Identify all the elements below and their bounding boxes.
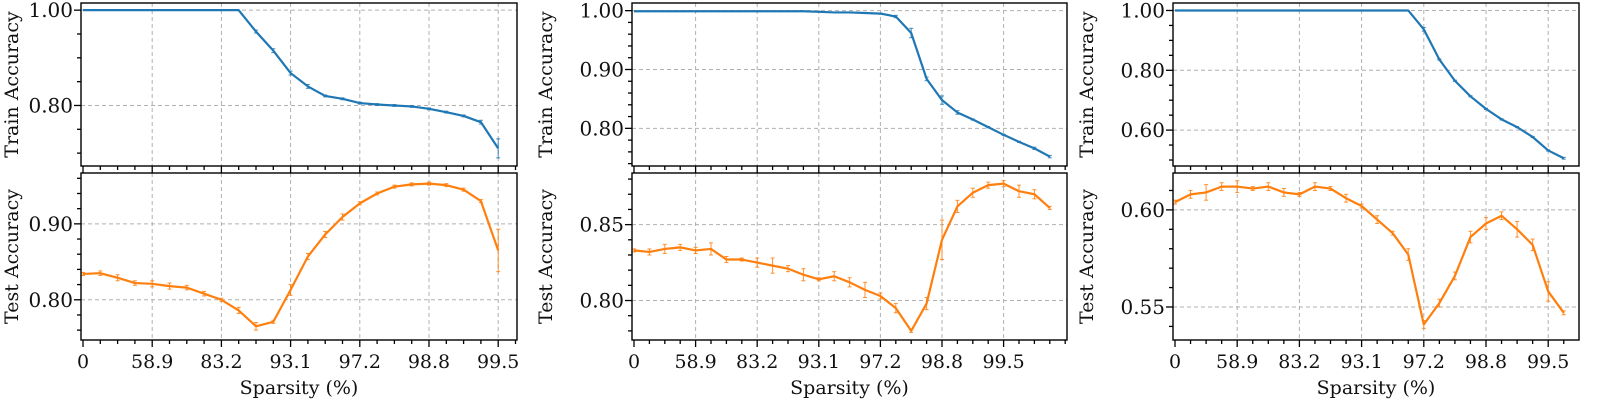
x-axis-label: Sparsity (%) bbox=[1317, 377, 1436, 399]
y-axis-label: Train Accuracy bbox=[1, 11, 23, 158]
x-tick-label: 0 bbox=[1169, 351, 1181, 373]
test-accuracy-subplot: 0.60 0.55 Test Accuracy 0 58.9 83.2 93.1 97.2 98… bbox=[1076, 172, 1580, 399]
x-tick-label: 98.8 bbox=[408, 351, 450, 373]
train-series-line bbox=[83, 9, 500, 149]
plot-frame bbox=[1172, 172, 1580, 341]
x-tick-label: 83.2 bbox=[1278, 351, 1320, 373]
y-axis-label: Test Accuracy bbox=[535, 189, 557, 324]
x-tick-label: 98.8 bbox=[921, 351, 963, 373]
y-tick-label: 0.85 bbox=[579, 213, 624, 237]
x-tick-label: 83.2 bbox=[200, 351, 242, 373]
x-tick-label: 93.1 bbox=[1340, 351, 1382, 373]
y-tick-label: 1.00 bbox=[28, 0, 73, 22]
x-tick-label: 98.8 bbox=[1465, 351, 1507, 373]
x-tick-label: 97.2 bbox=[339, 351, 381, 373]
y-tick-label: 0.90 bbox=[28, 212, 73, 236]
y-tick-label: 0.60 bbox=[1120, 198, 1165, 222]
y-tick-label: 0.80 bbox=[28, 93, 73, 117]
x-tick-label: 99.5 bbox=[1527, 351, 1569, 373]
x-tick-label: 58.9 bbox=[1216, 351, 1258, 373]
test-accuracy-subplot: 0.85 0.80 Test Accuracy 0 58.9 83.2 93.1 97.2 98… bbox=[535, 172, 1068, 399]
x-tick-label: 97.2 bbox=[1403, 351, 1445, 373]
x-axis-label: Sparsity (%) bbox=[240, 377, 359, 399]
y-axis-label: Test Accuracy bbox=[1076, 189, 1098, 324]
plot-frame bbox=[1172, 2, 1580, 167]
x-tick-label: 99.5 bbox=[477, 351, 519, 373]
train-series-line bbox=[1175, 9, 1565, 160]
test-series-line bbox=[82, 182, 500, 328]
y-tick-label: 0.55 bbox=[1120, 295, 1165, 319]
x-tick-label: 83.2 bbox=[736, 351, 778, 373]
plot-frame bbox=[631, 172, 1068, 341]
y-tick-label: 0.80 bbox=[579, 289, 624, 313]
x-axis-label: Sparsity (%) bbox=[790, 377, 909, 399]
x-tick-label: 58.9 bbox=[131, 351, 173, 373]
y-tick-label: 0.80 bbox=[579, 116, 624, 140]
train-accuracy-subplot: 1.00 0.90 0.80 Train Accuracy bbox=[535, 0, 1068, 173]
x-tick-label: 93.1 bbox=[798, 351, 840, 373]
x-tick-label: 0 bbox=[628, 351, 640, 373]
y-tick-label: 0.60 bbox=[1120, 118, 1165, 142]
y-tick-label: 0.90 bbox=[579, 57, 624, 81]
x-tick-label: 99.5 bbox=[982, 351, 1024, 373]
test-series-line bbox=[1174, 185, 1565, 326]
x-tick-label: 0 bbox=[77, 351, 89, 373]
y-axis-label: Test Accuracy bbox=[1, 189, 23, 324]
x-tick-label: 58.9 bbox=[674, 351, 716, 373]
chart-panel-right: 1.00 0.80 0.60 Train Accuracy 0.60 0.55 Test A… bbox=[1076, 0, 1580, 399]
y-tick-label: 1.00 bbox=[579, 0, 624, 23]
y-axis-label: Train Accuracy bbox=[535, 11, 557, 158]
train-accuracy-subplot: 1.00 0.80 0.60 Train Accuracy bbox=[1076, 0, 1580, 173]
y-tick-label: 1.00 bbox=[1120, 0, 1165, 22]
chart-panel-middle: 1.00 0.90 0.80 Train Accuracy 0.85 0.80 Test A… bbox=[535, 0, 1068, 399]
x-tick-label: 97.2 bbox=[859, 351, 901, 373]
plot-frame bbox=[631, 2, 1068, 167]
x-tick-label: 93.1 bbox=[269, 351, 311, 373]
train-series-line bbox=[634, 10, 1051, 158]
y-axis-label: Train Accuracy bbox=[1076, 11, 1098, 158]
plot-frame bbox=[80, 2, 518, 167]
y-tick-label: 0.80 bbox=[1120, 58, 1165, 82]
plot-frame bbox=[80, 172, 518, 341]
test-series-line bbox=[633, 182, 1051, 332]
y-tick-label: 0.80 bbox=[28, 288, 73, 312]
